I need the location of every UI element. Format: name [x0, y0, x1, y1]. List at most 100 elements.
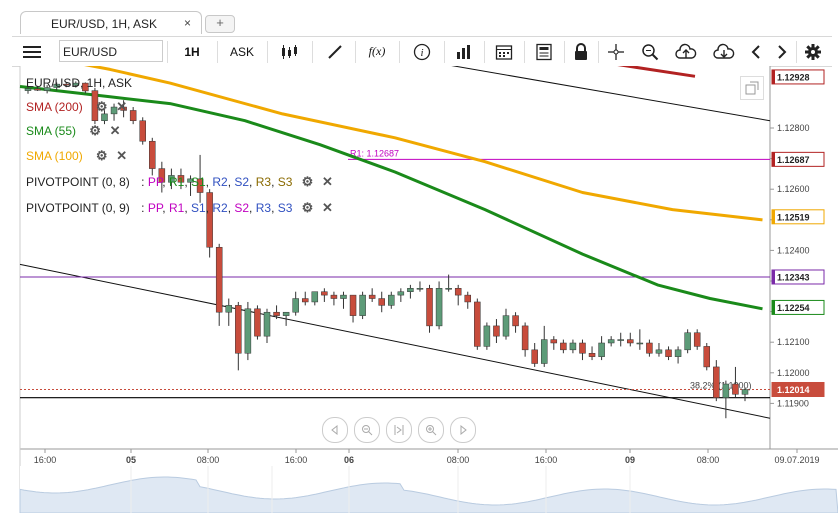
legend-item[interactable]: PIVOTPOINT (0, 8) : PP, R1, S1, R2, S2, … — [26, 174, 334, 190]
divider — [312, 41, 313, 63]
candle-body-down — [149, 140, 156, 169]
price-tag-marker — [772, 300, 775, 315]
gear-icon[interactable] — [798, 37, 828, 66]
legend-item[interactable]: PIVOTPOINT (0, 9) : PP, R1, S1, R2, S2, … — [26, 200, 334, 216]
crosshair-icon[interactable] — [600, 37, 632, 66]
candle-body-up — [43, 87, 51, 91]
info-icon[interactable]: i — [402, 37, 442, 66]
candle-body-down — [129, 110, 137, 121]
close-icon[interactable]: ✕ — [321, 200, 333, 215]
legend-item[interactable]: SMA (200) ⚙ ✕ — [26, 99, 129, 115]
pivot-level-label: PP — [147, 175, 163, 189]
candle — [502, 308, 510, 340]
candle — [349, 294, 357, 323]
zoom-out-icon[interactable] — [354, 417, 380, 443]
legend-separator: , — [162, 175, 169, 189]
pivot-level-label: S2 — [234, 201, 250, 215]
candle — [493, 319, 500, 343]
divider — [796, 41, 797, 63]
trend-line-lower — [19, 263, 771, 419]
calendar-icon[interactable] — [486, 37, 522, 66]
candle — [292, 291, 299, 316]
menu-icon[interactable] — [18, 37, 46, 66]
side-select[interactable]: ASK — [222, 37, 262, 66]
gear-icon[interactable]: ⚙ — [89, 123, 101, 138]
candle-body-up — [292, 298, 299, 313]
x-tick-label: 05 — [126, 455, 136, 465]
candle — [474, 298, 481, 350]
candle — [646, 339, 653, 357]
gear-icon[interactable]: ⚙ — [95, 148, 108, 163]
price-tag-label: 1.12687 — [777, 155, 810, 165]
candle-body-down — [196, 178, 204, 193]
candle-body-up — [445, 288, 452, 290]
gear-icon[interactable]: ⚙ — [301, 174, 314, 189]
upload-cloud-icon[interactable] — [668, 37, 704, 66]
close-icon[interactable]: ✕ — [116, 99, 128, 114]
y-tick-label: 1.12400 — [777, 245, 810, 255]
pivot-annotation: R1: 1.12687 — [350, 148, 399, 158]
gear-icon[interactable]: ⚙ — [95, 99, 108, 114]
candle — [225, 298, 233, 326]
tab-chart[interactable]: EUR/USD, 1H, ASK × — [20, 11, 202, 34]
candle-body-up — [502, 315, 510, 337]
candle — [187, 175, 194, 196]
candle-type-icon[interactable] — [272, 37, 308, 66]
divider — [524, 41, 525, 63]
candle-body-down — [512, 315, 519, 327]
candle — [273, 305, 280, 320]
candle-body-down — [235, 305, 242, 354]
candle — [636, 329, 644, 350]
candle-body-down — [368, 294, 376, 299]
volume-icon[interactable] — [446, 37, 482, 66]
download-cloud-icon[interactable] — [706, 37, 742, 66]
new-tab-button[interactable]: + — [205, 15, 235, 33]
indicators-button[interactable]: f(x) — [357, 37, 397, 66]
candle-body-up — [674, 349, 682, 357]
scroll-left-icon[interactable] — [322, 417, 348, 443]
divider — [484, 41, 485, 63]
legend-separator: , — [184, 201, 191, 215]
candle-body-up — [636, 342, 644, 345]
candle — [72, 81, 80, 88]
lock-icon[interactable] — [566, 37, 596, 66]
candle — [416, 281, 424, 292]
reset-view-icon[interactable] — [386, 417, 412, 443]
pivot-level-label: R3 — [255, 201, 272, 215]
pivot-level-label: PP — [147, 201, 163, 215]
close-icon[interactable]: ✕ — [109, 123, 121, 138]
popout-icon[interactable] — [740, 76, 764, 100]
candle-body-down — [254, 308, 261, 337]
period-select[interactable]: 1H — [172, 37, 212, 66]
close-icon[interactable]: ✕ — [116, 148, 128, 163]
draw-tool-icon[interactable] — [317, 37, 353, 66]
zoom-in-icon[interactable] — [418, 417, 444, 443]
legend-item[interactable]: SMA (55) ⚙ ✕ — [26, 123, 122, 139]
close-icon[interactable]: ✕ — [321, 174, 333, 189]
divider — [399, 41, 400, 63]
legend-item[interactable]: SMA (100) ⚙ ✕ — [26, 148, 129, 164]
candle-body-down — [378, 298, 385, 306]
symbol-input[interactable]: EUR/USD — [59, 40, 163, 62]
candle-body-down — [464, 294, 472, 303]
candle-body-up — [388, 294, 395, 306]
zoom-icon[interactable] — [634, 37, 666, 66]
chevron-right-icon[interactable] — [770, 37, 794, 66]
candle-body-up — [168, 175, 175, 183]
plot-background — [20, 66, 770, 449]
chevron-left-icon[interactable] — [744, 37, 768, 66]
scroll-right-icon[interactable] — [450, 417, 476, 443]
candle-body-down — [158, 168, 166, 183]
x-tick-label: 08:00 — [197, 455, 220, 465]
candle — [120, 100, 127, 118]
close-icon[interactable]: × — [183, 16, 191, 30]
legend-separator: , — [227, 201, 235, 215]
candle — [512, 312, 519, 333]
template-icon[interactable] — [526, 37, 562, 66]
gear-icon[interactable]: ⚙ — [301, 200, 314, 215]
candle — [196, 154, 204, 203]
candle-body-up — [244, 308, 252, 354]
candle-body-down — [206, 192, 213, 248]
